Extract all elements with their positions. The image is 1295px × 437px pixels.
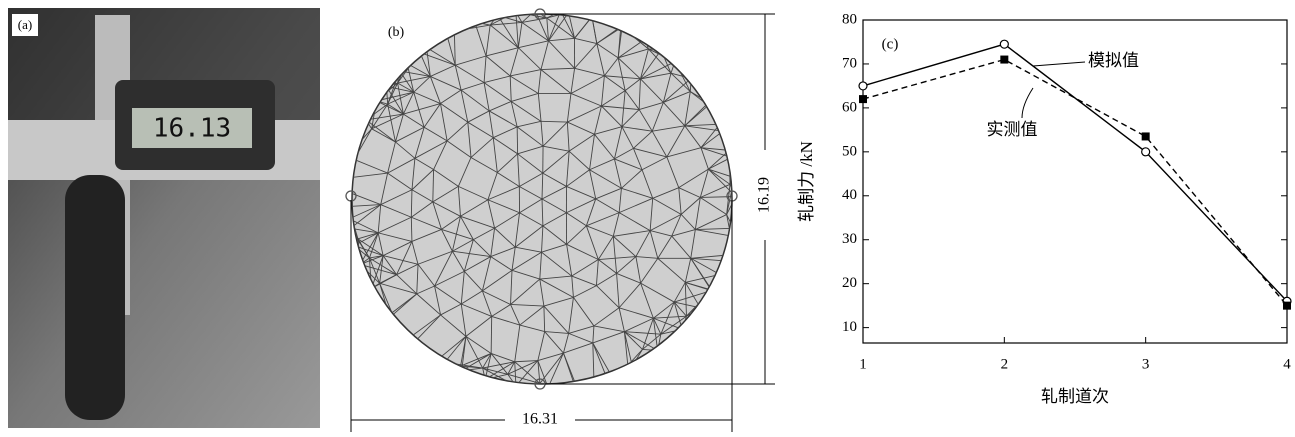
mesh-edge xyxy=(348,207,350,229)
leader-line xyxy=(1022,88,1033,118)
x-axis-label: 轧制道次 xyxy=(1041,387,1109,406)
mesh-edge xyxy=(420,47,427,52)
mesh-edge xyxy=(349,219,350,229)
y-tick-label: 60 xyxy=(842,99,857,115)
mesh-edge xyxy=(548,385,574,388)
series-label: 模拟值 xyxy=(1088,51,1139,70)
y-tick-label: 50 xyxy=(842,143,857,159)
mesh-edge xyxy=(606,375,611,377)
y-axis-label: 轧制力 /kN xyxy=(797,141,816,222)
point xyxy=(1283,302,1291,310)
mesh-edge xyxy=(729,150,731,157)
y-tick-label: 40 xyxy=(842,187,857,203)
point xyxy=(1142,148,1150,156)
panel-label: (c) xyxy=(882,36,899,52)
mesh-edge xyxy=(411,217,412,241)
series-line xyxy=(863,60,1287,306)
mesh-edge xyxy=(498,12,516,15)
y-tick-label: 70 xyxy=(842,55,857,71)
mesh-edge xyxy=(561,11,569,12)
plot-frame xyxy=(863,20,1287,343)
mesh-edge xyxy=(439,359,445,363)
mesh-edge xyxy=(720,124,723,131)
mesh-edge xyxy=(447,31,455,35)
mesh-edge xyxy=(594,377,606,381)
point xyxy=(859,82,867,90)
mesh-edge xyxy=(348,192,350,228)
x-tick-label: 3 xyxy=(1142,356,1150,372)
x-tick-label: 4 xyxy=(1283,356,1291,372)
mesh-edge xyxy=(725,255,727,261)
point xyxy=(1142,132,1150,140)
y-tick-label: 20 xyxy=(842,275,857,291)
series-line xyxy=(863,44,1287,301)
mesh-edge xyxy=(410,337,415,341)
mesh-edge xyxy=(491,316,492,353)
mesh-edge xyxy=(731,157,735,177)
mesh-edge xyxy=(348,192,349,219)
y-tick-label: 30 xyxy=(842,231,857,247)
y-tick-label: 10 xyxy=(842,319,857,335)
width-label: 16.31 xyxy=(522,411,558,428)
panel-a: 16.13 (a) xyxy=(8,8,320,428)
rod xyxy=(65,175,125,420)
panel-b: 16.19 16.31 (b) xyxy=(346,9,775,432)
x-tick-label: 1 xyxy=(859,356,867,372)
display-reading: 16.13 xyxy=(153,114,231,144)
x-tick-label: 2 xyxy=(1001,356,1009,372)
mesh-edge xyxy=(735,178,736,197)
panel-label: (a) xyxy=(18,17,32,32)
height-label: 16.19 xyxy=(756,177,773,213)
mesh-edge xyxy=(348,207,349,219)
point xyxy=(1000,56,1008,64)
mesh-edge xyxy=(354,146,356,159)
series-label: 实测值 xyxy=(987,120,1038,139)
leader-line xyxy=(1033,62,1085,66)
y-tick-label: 80 xyxy=(842,11,857,27)
mesh-edge xyxy=(621,27,622,28)
panel-label: (b) xyxy=(388,25,405,40)
mesh-edge xyxy=(516,10,535,12)
mesh-edge xyxy=(535,10,569,12)
mesh-edge xyxy=(548,385,576,388)
mesh-edge xyxy=(628,365,632,366)
point xyxy=(1000,40,1008,48)
mesh-edge xyxy=(348,178,349,192)
point xyxy=(859,95,867,103)
mesh-edge xyxy=(535,10,561,11)
